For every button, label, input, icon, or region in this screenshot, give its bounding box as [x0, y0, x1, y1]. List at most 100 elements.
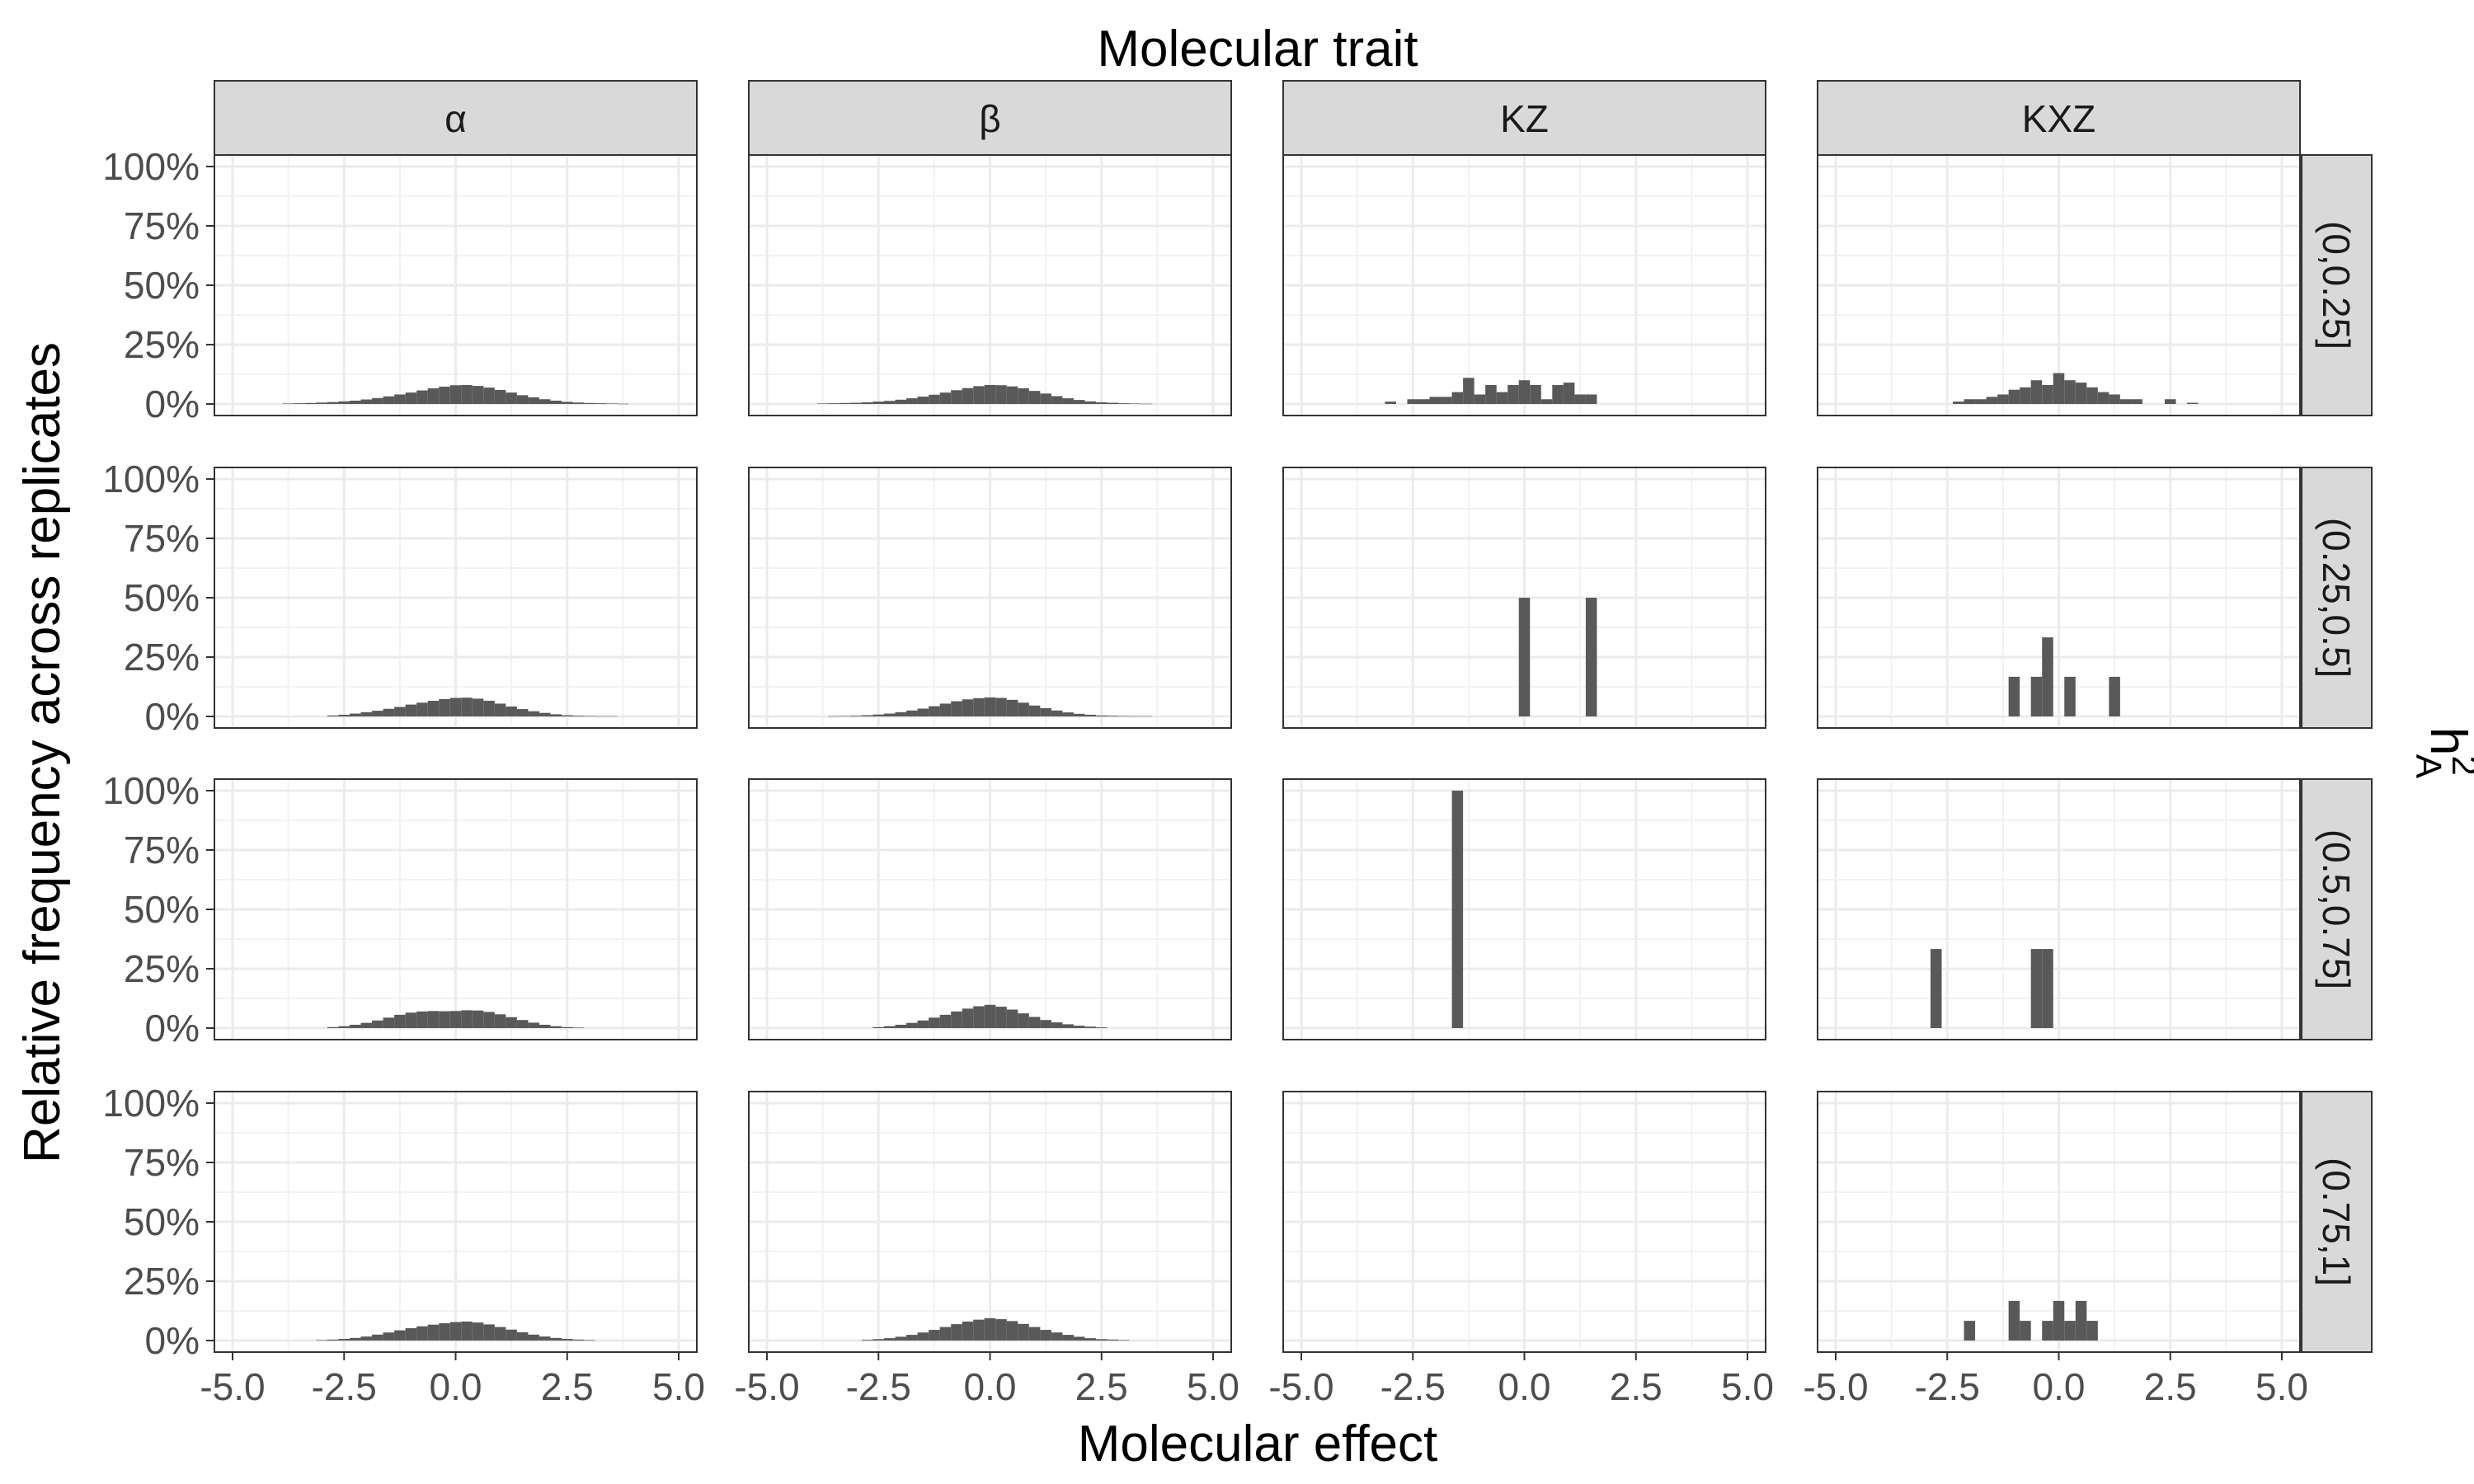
panel — [1282, 1091, 1766, 1353]
histogram-bar — [1451, 791, 1464, 1028]
histogram-bar — [294, 403, 305, 404]
x-tick-label: 0.0 — [2033, 1365, 2086, 1408]
panel-border — [748, 467, 1232, 729]
histogram-bar — [816, 403, 829, 404]
y-tick-label: 100% — [102, 458, 200, 500]
histogram-bar — [2030, 949, 2043, 1028]
histogram-bar — [494, 1327, 506, 1341]
histogram-bar — [606, 716, 618, 717]
histogram-bar — [439, 698, 450, 716]
histogram-bar — [2086, 1321, 2098, 1341]
histogram-bar — [1062, 1335, 1074, 1341]
histogram-bar — [1986, 397, 1998, 404]
row-strip — [2301, 778, 2373, 1040]
histogram-bar — [1062, 712, 1074, 716]
histogram-bar — [1463, 378, 1475, 404]
histogram-bar — [360, 1336, 373, 1341]
histogram-bar — [917, 1332, 929, 1341]
histogram-bar — [405, 1328, 417, 1341]
panel — [214, 467, 698, 729]
histogram-bar — [572, 1027, 585, 1028]
histogram-bar — [539, 399, 551, 404]
histogram-bar — [1095, 1027, 1108, 1028]
histogram-bar — [1496, 392, 1508, 404]
panel-border — [1282, 778, 1766, 1040]
histogram-bar — [1429, 397, 1442, 404]
histogram-bar — [872, 1026, 885, 1028]
histogram-bar — [1407, 399, 1419, 404]
histogram-bar — [449, 697, 462, 716]
histogram-bar — [539, 1024, 551, 1028]
histogram-bar — [962, 1008, 974, 1028]
histogram-bar — [1028, 705, 1041, 716]
histogram-bar — [995, 697, 1007, 716]
histogram-bar — [427, 1011, 440, 1028]
histogram-bar — [1073, 1336, 1085, 1341]
y-tick-label: 100% — [102, 1082, 200, 1125]
row-facet-title-superscript: 2 — [2444, 755, 2474, 775]
histogram-bar — [2064, 380, 2076, 404]
histogram-bar — [939, 1327, 952, 1341]
x-tick-label: -2.5 — [1915, 1365, 1980, 1408]
histogram-bar — [360, 1022, 373, 1028]
x-tick-label: 5.0 — [1721, 1365, 1774, 1408]
histogram-bar — [338, 1026, 350, 1028]
histogram-bar — [427, 1324, 440, 1341]
histogram-bar — [350, 1337, 361, 1341]
histogram-bar — [350, 1024, 361, 1028]
histogram-bar — [1040, 1020, 1051, 1028]
histogram-bar — [394, 1014, 406, 1028]
histogram-bar — [929, 1330, 940, 1341]
histogram-bar — [884, 1026, 896, 1028]
histogram-bar — [1385, 402, 1396, 404]
histogram-bar — [394, 707, 406, 716]
histogram-bar — [383, 708, 395, 716]
histogram-bar — [439, 1011, 450, 1028]
y-tick-label: 25% — [124, 1260, 200, 1303]
histogram-bar — [1574, 394, 1586, 404]
column-strip-label: KZ — [1500, 97, 1549, 140]
histogram-bar — [1018, 702, 1029, 716]
histogram-bar — [1441, 397, 1452, 404]
panels-layer: α β KZ KXZ (0,0.25] (0.25,0.5] (0.5,0.75] (0.75… — [102, 80, 2373, 1408]
y-tick-label: 25% — [124, 947, 200, 990]
histogram-bar — [1518, 380, 1531, 404]
histogram-bar — [1028, 1327, 1041, 1341]
histogram-bar — [995, 1319, 1007, 1341]
histogram-bar — [917, 1020, 929, 1028]
histogram-bar — [449, 1322, 462, 1341]
histogram-bar — [506, 1017, 517, 1028]
panel-border — [1817, 154, 2301, 416]
histogram-bar — [2064, 1321, 2076, 1341]
panel — [1817, 1091, 2301, 1353]
histogram-bar — [861, 402, 873, 404]
histogram-bar — [828, 403, 840, 404]
histogram-bar — [483, 387, 495, 404]
histogram-bar — [383, 1332, 395, 1341]
histogram-bar — [394, 1330, 406, 1341]
histogram-bar — [951, 701, 962, 716]
histogram-bar — [327, 1026, 339, 1028]
histogram-bar — [906, 1335, 918, 1341]
histogram-bar — [1129, 403, 1141, 404]
histogram-bar — [1073, 713, 1085, 716]
histogram-bar — [995, 1007, 1007, 1028]
histogram-bar — [506, 706, 517, 716]
histogram-bar — [539, 712, 551, 716]
histogram-bar — [895, 1336, 907, 1341]
histogram-bar — [472, 1322, 484, 1341]
histogram-bar — [951, 390, 962, 404]
histogram-bar — [1107, 402, 1119, 404]
panel — [748, 467, 1232, 729]
x-tick-label: -5.0 — [200, 1365, 265, 1408]
histogram-bar — [416, 1011, 428, 1028]
histogram-bar — [929, 394, 940, 404]
x-tick-label: -5.0 — [1268, 1365, 1333, 1408]
histogram-bar — [1563, 383, 1575, 404]
histogram-bar — [951, 1011, 962, 1028]
histogram-bar — [282, 403, 294, 404]
histogram-bar — [984, 1317, 996, 1341]
histogram-bar — [1095, 402, 1108, 404]
histogram-bar — [528, 1022, 539, 1028]
histogram-bar — [483, 1324, 495, 1341]
